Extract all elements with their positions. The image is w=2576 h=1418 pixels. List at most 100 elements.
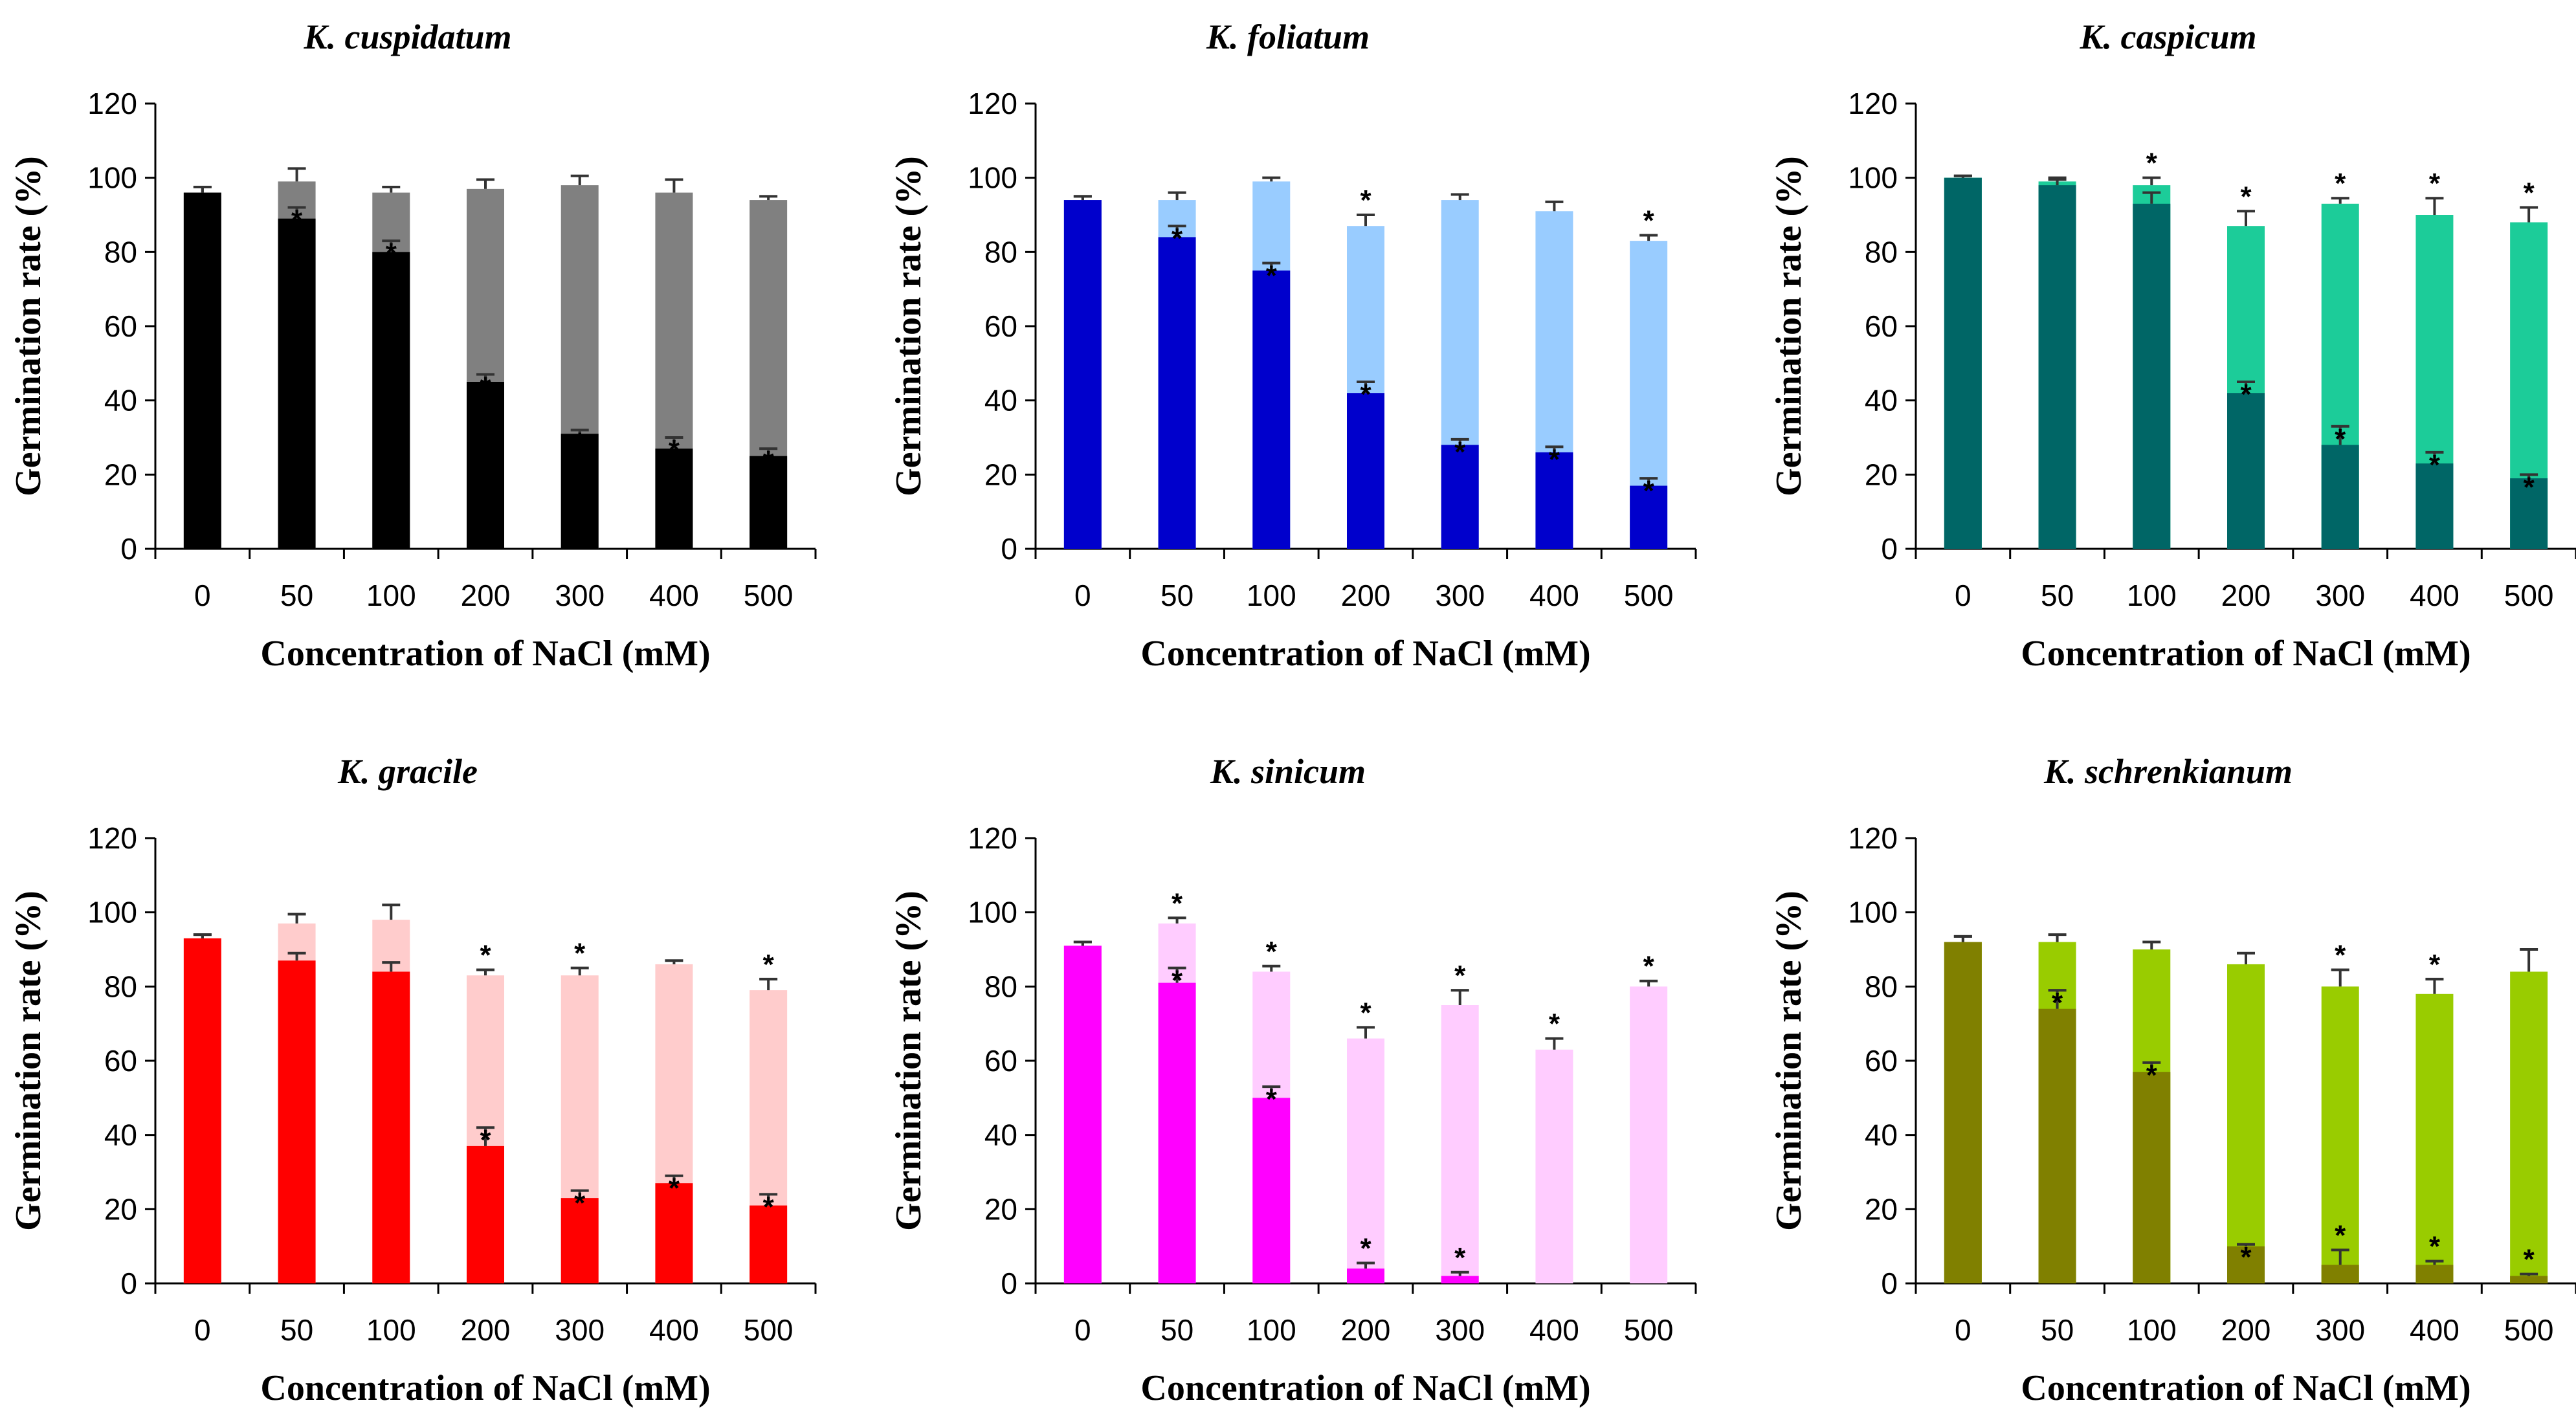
- significance-asterisk: *: [2240, 379, 2252, 410]
- bar-initial: [2321, 445, 2359, 549]
- x-tick-label: 200: [461, 579, 511, 612]
- bar-initial: [561, 1198, 599, 1283]
- y-tick-label: 40: [1865, 1118, 1898, 1152]
- y-tick-label: 40: [1865, 384, 1898, 417]
- bar-initial: [183, 192, 221, 549]
- chart-title: K. sinicum: [1210, 752, 1366, 791]
- significance-asterisk: *: [763, 1191, 775, 1223]
- bar-initial: [2415, 463, 2454, 549]
- x-tick-label: 400: [649, 579, 699, 612]
- x-tick-label: 0: [194, 579, 211, 612]
- y-tick-label: 20: [984, 1192, 1017, 1226]
- bar-initial: [372, 252, 410, 549]
- y-tick-label: 120: [87, 821, 137, 855]
- x-tick-label: 400: [649, 1313, 699, 1347]
- x-tick-label: 50: [1160, 1313, 1194, 1347]
- y-tick-label: 100: [87, 896, 137, 929]
- significance-asterisk: *: [763, 445, 775, 477]
- x-axis-label: Concentration of NaCl (mM): [1140, 634, 1590, 674]
- bar-initial: [2133, 1072, 2171, 1283]
- x-tick-label: 200: [2221, 1313, 2271, 1347]
- bar-initial: [1252, 1098, 1291, 1283]
- significance-asterisk: *: [1643, 475, 1655, 507]
- y-tick-label: 120: [87, 87, 137, 120]
- bar-initial: [372, 971, 410, 1283]
- x-axis-label: Concentration of NaCl (mM): [260, 634, 710, 674]
- significance-asterisk: *: [2429, 949, 2441, 980]
- x-tick-label: 0: [194, 1313, 211, 1347]
- y-tick-label: 20: [1865, 458, 1898, 491]
- bar-initial: [1944, 942, 1982, 1283]
- bar-initial: [2321, 1265, 2359, 1283]
- x-tick-label: 500: [1624, 1313, 1674, 1347]
- x-tick-label: 300: [2315, 579, 2365, 612]
- significance-asterisk: *: [2240, 181, 2252, 212]
- y-tick-label: 60: [984, 1044, 1017, 1078]
- bar-initial: [749, 1205, 788, 1283]
- significance-asterisk: *: [1454, 960, 1466, 991]
- bar-final: [1535, 1049, 1573, 1283]
- significance-asterisk: *: [2335, 940, 2346, 971]
- x-tick-label: 50: [1160, 579, 1194, 612]
- y-tick-label: 60: [104, 309, 137, 343]
- significance-asterisk: *: [1171, 887, 1183, 919]
- y-axis-label: Germination rate (%): [8, 156, 49, 496]
- x-tick-label: 300: [2315, 1313, 2365, 1347]
- significance-asterisk: *: [2335, 423, 2346, 455]
- y-tick-label: 40: [984, 384, 1017, 417]
- bar-initial: [1063, 200, 1102, 549]
- bar-final: [2321, 986, 2359, 1283]
- x-tick-label: 50: [280, 1313, 313, 1347]
- bar-initial: [1944, 177, 1982, 549]
- y-axis-label: Germination rate (%): [889, 156, 929, 496]
- chart-panel: K. cuspidatum 0 20 40 60 80 100 120 0 50 100 200 300…: [8, 17, 817, 674]
- bar-initial: [1535, 452, 1573, 549]
- y-tick-label: 80: [1865, 969, 1898, 1003]
- x-tick-label: 100: [2127, 579, 2177, 612]
- x-tick-label: 400: [2410, 579, 2459, 612]
- significance-asterisk: *: [2146, 1059, 2158, 1091]
- y-tick-label: 60: [104, 1044, 137, 1078]
- bar-final: [1630, 986, 1668, 1283]
- x-tick-label: 0: [1074, 1313, 1091, 1347]
- bar-initial: [1441, 1276, 1479, 1283]
- significance-asterisk: *: [1266, 936, 1278, 968]
- y-tick-label: 120: [1848, 821, 1898, 855]
- bar-final: [2415, 993, 2454, 1283]
- y-tick-label: 20: [984, 458, 1017, 491]
- significance-asterisk: *: [2429, 449, 2441, 481]
- bar-initial: [2510, 1276, 2548, 1283]
- significance-asterisk: *: [480, 1124, 491, 1156]
- bar-final: [1441, 1005, 1479, 1283]
- bar-initial: [1630, 485, 1668, 549]
- x-tick-label: 200: [461, 1313, 511, 1347]
- y-tick-label: 80: [984, 969, 1017, 1003]
- significance-asterisk: *: [1360, 997, 1371, 1028]
- significance-asterisk: *: [386, 238, 397, 269]
- x-tick-label: 400: [2410, 1313, 2459, 1347]
- y-tick-label: 80: [104, 235, 137, 269]
- bar-initial: [2038, 185, 2076, 549]
- bar-final: [2510, 971, 2548, 1283]
- y-tick-label: 40: [984, 1118, 1017, 1152]
- y-tick-label: 120: [1848, 87, 1898, 120]
- bar-initial: [561, 434, 599, 549]
- significance-asterisk: *: [1549, 443, 1560, 475]
- x-tick-label: 300: [1435, 1313, 1485, 1347]
- y-tick-label: 0: [120, 1267, 137, 1300]
- bar-initial: [467, 382, 504, 549]
- x-tick-label: 0: [1074, 579, 1091, 612]
- bar-initial: [1063, 946, 1102, 1283]
- bar-final: [1347, 1038, 1384, 1283]
- y-tick-label: 80: [1865, 235, 1898, 269]
- chart-panel: K. schrenkianum 0 20 40 60 80 100 120 0 50 100 200 3…: [1769, 752, 2576, 1408]
- significance-asterisk: *: [1171, 965, 1183, 997]
- x-tick-label: 500: [744, 579, 794, 612]
- bar-initial: [278, 960, 316, 1283]
- significance-asterisk: *: [574, 427, 586, 459]
- significance-asterisk: *: [2429, 168, 2441, 199]
- significance-asterisk: *: [1643, 951, 1655, 982]
- x-tick-label: 500: [744, 1313, 794, 1347]
- x-axis-label: Concentration of NaCl (mM): [2021, 1368, 2471, 1408]
